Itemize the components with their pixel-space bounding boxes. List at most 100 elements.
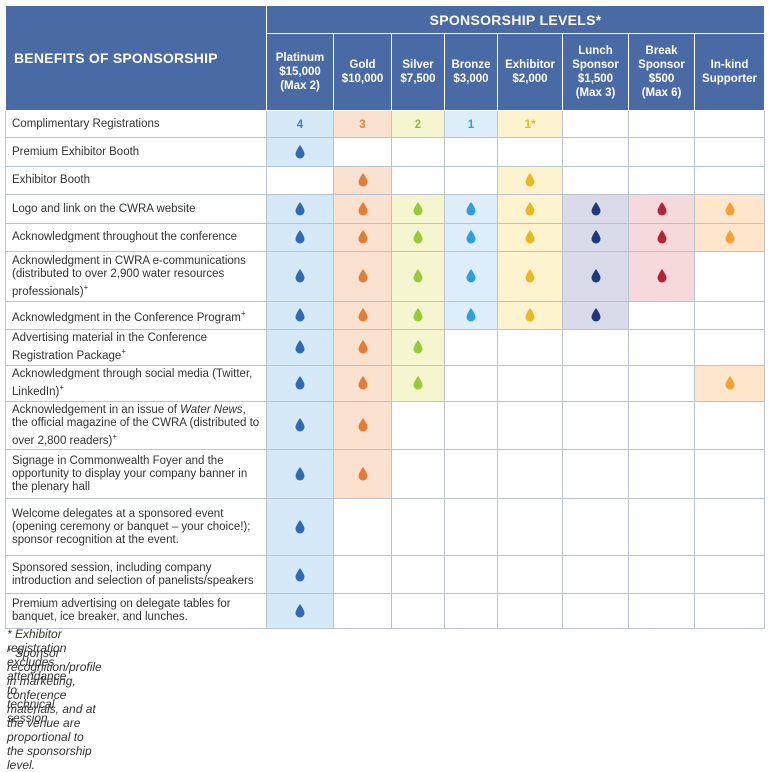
level-cell [628, 400, 695, 451]
level-cell [497, 329, 563, 366]
benefit-label: Acknowledgment in CWRA e-communications … [5, 251, 267, 302]
footnote-ref: + [112, 431, 118, 441]
level-cell [266, 449, 334, 500]
level-header-silver: Silver $7,500 [391, 33, 445, 111]
level-cell [628, 498, 695, 557]
footnote-mark: * [7, 627, 12, 641]
table-row: Signage in Commonwealth Foyer and the op… [5, 449, 766, 500]
drop-icon [525, 308, 535, 322]
level-header-line: Lunch [578, 45, 613, 57]
footnote-sponsor-recognition: + Sponsor recognition/profile in marketi… [7, 645, 102, 772]
benefit-label: Acknowledgment in the Conference Program… [5, 301, 267, 330]
level-header-line: Bronze [451, 59, 491, 71]
registration-count: 1 [467, 119, 475, 131]
level-cell [693, 166, 766, 195]
level-cell [391, 329, 445, 366]
benefits-header: BENEFITS OF SPONSORSHIP [5, 5, 267, 111]
level-header-line: $7,500 [400, 73, 436, 85]
benefit-label: Exhibitor Booth [5, 166, 267, 195]
level-cell [333, 364, 392, 402]
table-row: Premium advertising on delegate tables f… [5, 593, 766, 630]
level-header-exhibitor: Exhibitor $2,000 [497, 33, 563, 111]
level-cell [693, 364, 766, 402]
level-cell [562, 251, 629, 302]
drop-icon [466, 308, 476, 322]
drop-icon [657, 201, 666, 216]
registration-count: 2 [414, 119, 422, 131]
level-header-line: (Max 3) [575, 87, 616, 99]
level-cell [562, 137, 629, 167]
drop-icon [295, 340, 305, 354]
footnote-ref: + [121, 347, 126, 356]
level-cell [562, 498, 629, 557]
drop-icon [358, 230, 367, 244]
level-cell: 1 [444, 110, 498, 138]
drop-icon [525, 230, 535, 244]
level-cell [497, 301, 563, 330]
registration-count: 3 [359, 119, 366, 131]
level-cell [391, 223, 445, 252]
drop-icon [525, 173, 535, 187]
table-row: Welcome delegates at a sponsored event (… [5, 498, 766, 557]
drop-icon [295, 567, 305, 582]
level-header-line: $15,000 [279, 66, 321, 78]
drop-icon [295, 230, 305, 244]
table-row: Premium Exhibitor Booth [5, 137, 766, 167]
level-cell [266, 194, 334, 224]
table-row: Acknowledgment throughout the conference [5, 223, 766, 252]
drop-icon [413, 230, 423, 244]
level-cell [266, 364, 334, 402]
level-cell [497, 593, 563, 630]
drop-icon [525, 269, 535, 283]
level-cell [562, 449, 629, 500]
level-cell [333, 166, 392, 195]
drop-icon [358, 308, 367, 322]
level-cell [497, 223, 563, 252]
level-cell [444, 137, 498, 167]
level-cell [628, 301, 695, 330]
level-cell [693, 449, 766, 500]
level-cell [628, 166, 695, 195]
drop-icon [295, 376, 305, 390]
levels-header: SPONSORSHIP LEVELS* [265, 5, 766, 34]
level-header-line: $2,000 [512, 73, 548, 85]
level-cell [497, 400, 563, 451]
level-cell [693, 194, 766, 224]
level-cell [333, 137, 392, 167]
level-cell [391, 449, 445, 500]
benefit-label: Logo and link on the CWRA website [5, 194, 267, 224]
level-cell [562, 329, 629, 366]
level-header-bronze: Bronze $3,000 [444, 33, 498, 111]
level-header-gold: Gold $10,000 [333, 33, 392, 111]
level-header-break: Break Sponsor $500 (Max 6) [628, 33, 695, 111]
drop-icon [295, 604, 305, 618]
benefit-label: Premium Exhibitor Booth [5, 137, 267, 167]
level-header-in-kind: In-kind Supporter [693, 33, 766, 111]
level-cell [497, 251, 563, 302]
level-cell [444, 364, 498, 402]
level-cell [391, 301, 445, 330]
level-cell [562, 166, 629, 195]
level-cell [444, 593, 498, 630]
level-cell [562, 301, 629, 330]
drop-icon [295, 144, 305, 159]
sponsorship-table: BENEFITS OF SPONSORSHIP SPONSORSHIP LEVE… [5, 5, 766, 630]
drop-icon [413, 340, 423, 354]
level-cell [333, 301, 392, 330]
level-cell [444, 555, 498, 595]
level-cell [266, 251, 334, 302]
drop-icon [358, 340, 367, 354]
benefit-label: Acknowledgment throughout the conference [5, 223, 267, 252]
level-header-line: $3,000 [453, 73, 489, 85]
level-cell [444, 400, 498, 451]
table-row: Complimentary Registrations 4 3 2 1 1* [5, 110, 766, 138]
level-header-lunch: Lunch Sponsor $1,500 (Max 3) [562, 33, 629, 111]
benefit-label: Acknowledgement in an issue of Water New… [5, 400, 267, 451]
level-cell [628, 364, 695, 402]
drop-icon [466, 269, 476, 283]
level-cell [266, 301, 334, 330]
table-row: Acknowledgement in an issue of Water New… [5, 400, 766, 451]
drop-icon [591, 201, 600, 216]
level-cell [693, 137, 766, 167]
level-header-line: Gold [349, 59, 376, 71]
